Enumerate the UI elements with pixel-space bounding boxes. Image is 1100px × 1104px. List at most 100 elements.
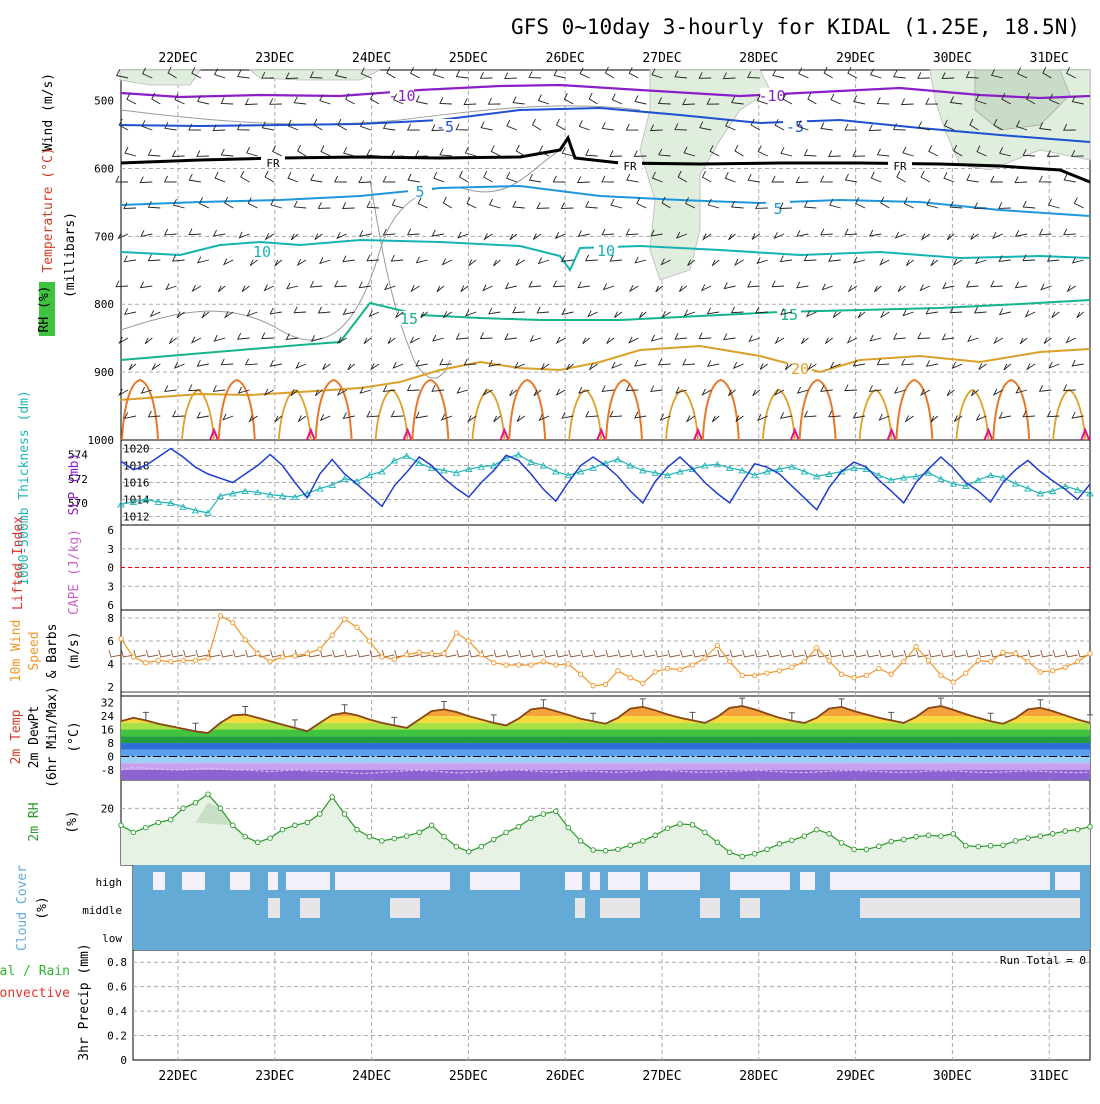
wind-barb: [144, 337, 153, 345]
wind-barb: [493, 415, 501, 423]
wind-barb: [269, 98, 282, 105]
minmax-marker: [1037, 699, 1044, 708]
wind-barb: [1046, 410, 1060, 418]
surface-wind-barb: [841, 649, 855, 658]
wind-barb: [139, 176, 153, 184]
wind-barb: [844, 173, 858, 183]
wind-barb: [820, 385, 833, 392]
wind-barb: [730, 200, 744, 209]
rh2m-point: [726, 849, 733, 856]
wind-barb: [657, 97, 671, 105]
wind-barb: [803, 254, 817, 262]
wind-barb: [830, 93, 841, 105]
wind-barb: [382, 385, 396, 392]
isotherm-30: [305, 427, 316, 441]
wind-barb: [609, 254, 623, 262]
rh2m-point: [876, 843, 882, 850]
wind-barb: [1016, 67, 1028, 79]
contour-label-bg: [397, 311, 421, 325]
wind-barb: [1038, 385, 1052, 392]
isotherm-15: [120, 299, 1091, 361]
thickness-point: [688, 465, 697, 473]
slp-line: [120, 447, 1091, 511]
wind-barb: [222, 258, 234, 266]
temp-band: [121, 756, 1090, 764]
rh2m-point: [590, 847, 596, 853]
wind-barb: [488, 198, 501, 209]
wind-barb: [487, 97, 501, 105]
wind-barb: [123, 202, 137, 209]
surface-wind-barb: [357, 649, 370, 658]
cloud-high-gap: [182, 872, 205, 890]
rh2m-unit-label: (%): [65, 810, 80, 833]
wind-speed-point: [242, 637, 248, 643]
wind-barb: [297, 415, 307, 422]
wind-barb: [966, 173, 979, 183]
thickness-point: [837, 468, 846, 475]
wind-barb: [751, 233, 761, 240]
wind-barb: [555, 336, 566, 345]
wind-barb: [949, 200, 963, 209]
wind-barb: [126, 93, 137, 105]
rh2m-point: [292, 822, 298, 829]
wind-barb: [387, 337, 396, 345]
wind-barb: [1003, 363, 1012, 371]
rh-shading-dark: [974, 69, 1071, 131]
wind-barb: [868, 124, 882, 132]
wind-barb: [261, 71, 274, 79]
wind-barb: [528, 71, 542, 79]
wind-barb: [1066, 285, 1076, 293]
thickness-point: [1024, 485, 1032, 492]
thickness-point: [440, 467, 448, 474]
wind-barb: [846, 336, 858, 344]
cloud-mid-gap: [740, 898, 760, 918]
wind-barb: [167, 66, 177, 79]
thickness-point: [912, 473, 920, 480]
wind-speed-axis-label2: Speed: [27, 631, 42, 670]
isotherm-20-cell: [181, 389, 215, 441]
wind-barb: [479, 72, 493, 79]
surface-wind-barb: [108, 649, 122, 658]
wind-barb: [512, 306, 525, 314]
wind-barb: [819, 175, 833, 183]
wind-barb: [263, 388, 275, 396]
wind-barb: [395, 311, 404, 318]
wind-barb: [684, 197, 696, 209]
isotherm-25: [314, 378, 353, 441]
wind-speed-point: [677, 666, 683, 673]
surface-wind-barb: [717, 649, 730, 658]
wind-barb: [820, 228, 833, 236]
thickness-point: [1036, 490, 1045, 497]
contour-label-bg: [408, 184, 432, 198]
wind-barb: [897, 285, 906, 292]
wind-barb: [711, 415, 720, 423]
rh2m-fill-peak: [195, 802, 233, 826]
wind-barb: [633, 150, 647, 157]
wind-barb: [941, 72, 955, 79]
cloud-high-gap: [565, 872, 582, 890]
wind-barb: [747, 71, 760, 79]
wind-speed-line: [120, 614, 1091, 687]
wind-barb: [1039, 122, 1052, 131]
wind-barb: [628, 284, 639, 293]
wind-barb: [123, 308, 137, 316]
wind-barb: [409, 336, 420, 344]
wind-barb: [917, 332, 930, 340]
rh2m-point: [1000, 842, 1006, 848]
wind-barb: [467, 415, 477, 423]
wind-barb: [687, 259, 696, 267]
wind-barb: [973, 306, 987, 314]
slp-tick: 1012: [123, 511, 150, 524]
thickness-point: [229, 490, 237, 497]
wind-barb: [771, 175, 785, 183]
wind-barb: [488, 359, 501, 367]
wind-barb: [941, 333, 955, 341]
wind-barb: [342, 412, 355, 420]
wind-barb: [828, 410, 841, 418]
surface-wind-barb: [170, 649, 184, 658]
wind-barb: [990, 280, 1003, 288]
wind-barb: [171, 254, 185, 262]
isotherm-30: [402, 427, 413, 441]
thickness-point: [750, 471, 759, 479]
wind-barb: [949, 96, 963, 105]
